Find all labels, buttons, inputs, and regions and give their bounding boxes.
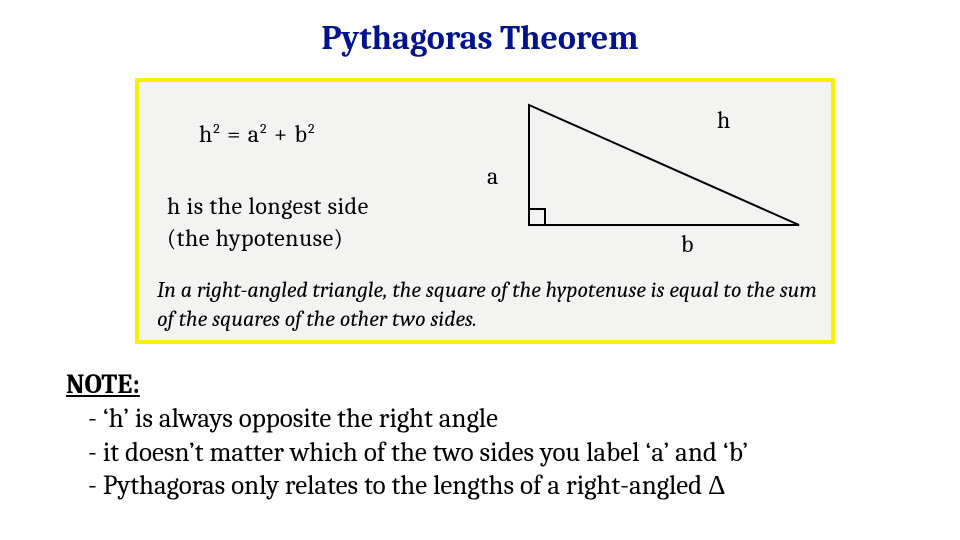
formula-eq: = [221,120,248,148]
right-angle-icon [529,209,545,225]
note-heading: NOTE: [66,368,748,402]
formula-plus: + [268,120,295,148]
triangle-label-h: h [717,106,730,134]
triangle-svg [479,90,809,260]
note-line-3: - Pythagoras only relates to the lengths… [66,469,748,503]
hypotenuse-line1: h is the longest side [167,190,369,222]
theorem-statement: In a right-angled triangle, the square o… [157,276,819,333]
formula-lhs-exp: 2 [213,120,221,137]
formula-r2: b [295,120,308,148]
triangle-shape [529,105,799,225]
note-block: NOTE: - ‘h’ is always opposite the right… [66,368,748,503]
page-title: Pythagoras Theorem [0,0,960,58]
formula: h2 = a2 + b2 [199,120,316,148]
hypotenuse-line2: (the hypotenuse) [167,222,369,254]
formula-r2-exp: 2 [308,120,316,137]
theorem-box-inner: h2 = a2 + b2 h is the longest side (the … [139,82,831,340]
hypotenuse-note: h is the longest side (the hypotenuse) [167,190,369,255]
triangle-label-a: a [487,162,498,190]
formula-r1-exp: 2 [260,120,268,137]
formula-r1: a [248,120,260,148]
theorem-box: h2 = a2 + b2 h is the longest side (the … [135,78,835,344]
triangle-diagram: a b h [479,90,809,260]
formula-lhs: h [199,120,213,148]
slide: Pythagoras Theorem h2 = a2 + b2 h is the… [0,0,960,540]
note-line-1: - ‘h’ is always opposite the right angle [66,402,748,436]
note-line-2: - it doesn’t matter which of the two sid… [66,436,748,470]
triangle-label-b: b [681,230,693,258]
